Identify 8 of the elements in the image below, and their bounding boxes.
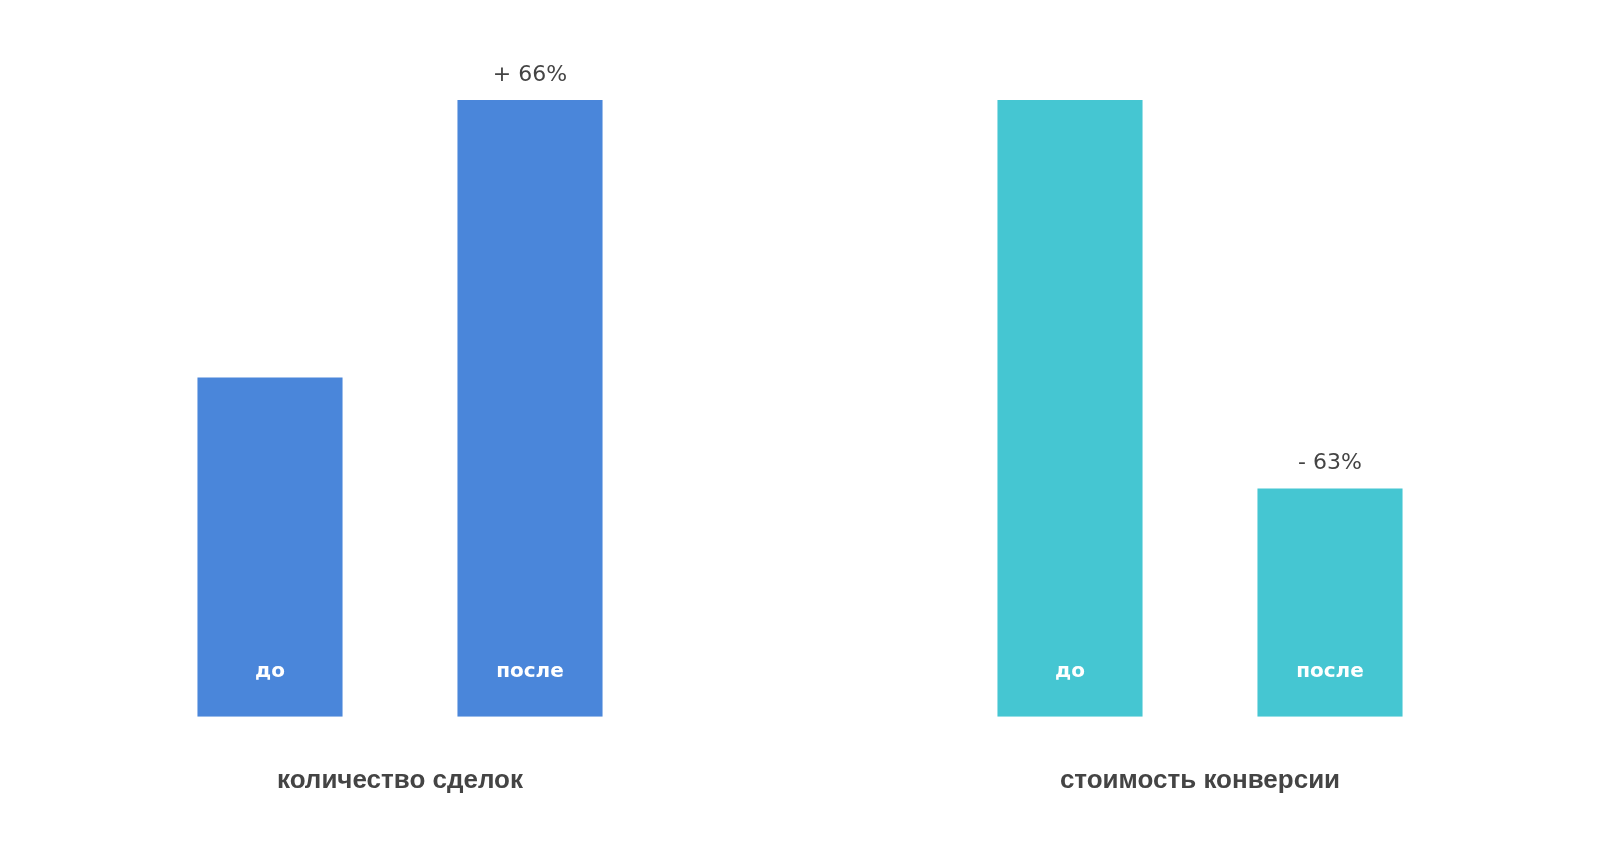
x-tick-label: после xyxy=(1296,658,1364,682)
x-tick-label: до xyxy=(1055,658,1085,682)
x-axis-title: количество сделок xyxy=(276,763,524,794)
x-tick-label: после xyxy=(496,658,564,682)
annotation: - 63% xyxy=(1298,449,1362,475)
text: + 66% xyxy=(492,60,568,86)
x-axis-title: стоимость конверсии xyxy=(1059,763,1341,794)
x-tick-label: до xyxy=(255,658,285,682)
